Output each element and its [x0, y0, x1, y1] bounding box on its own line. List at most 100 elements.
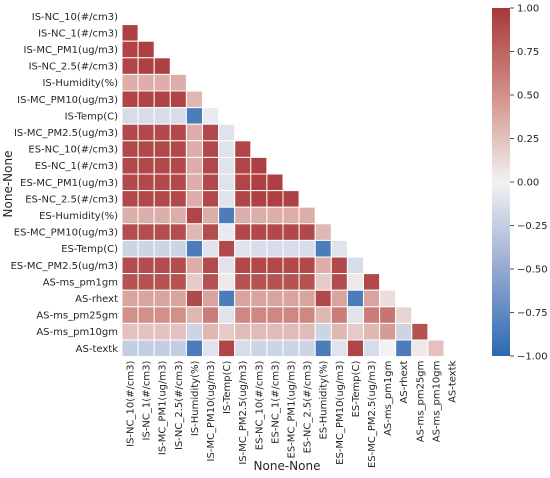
heatmap-cell — [282, 289, 300, 308]
heatmap-cell — [169, 239, 187, 258]
heatmap-cell — [185, 306, 203, 324]
heatmap-cell — [153, 73, 171, 92]
heatmap-cell — [121, 90, 139, 109]
heatmap-cell — [169, 339, 187, 358]
heatmap-cell — [266, 339, 284, 358]
heatmap-cell — [266, 239, 284, 258]
y-tick-label: ES-NC_1(#/cm3) — [35, 161, 118, 172]
heatmap-cell — [185, 107, 203, 125]
y-tick-label: IS-MC_PM1(ug/m3) — [24, 45, 119, 56]
heatmap-cell — [185, 322, 203, 341]
heatmap-cell — [121, 289, 139, 308]
heatmap-cell — [121, 223, 139, 241]
heatmap-cell — [121, 140, 139, 158]
heatmap-cell — [169, 273, 187, 291]
heatmap-cell — [250, 223, 268, 241]
heatmap-cell — [137, 173, 155, 192]
heatmap-cell — [218, 173, 236, 192]
heatmap-cell — [153, 223, 171, 241]
heatmap-cell — [153, 289, 171, 308]
heatmap-cell — [282, 339, 300, 358]
heatmap-cell — [218, 190, 236, 208]
heatmap-cell — [314, 289, 332, 308]
heatmap-cell — [234, 306, 252, 324]
heatmap-cell — [250, 306, 268, 324]
heatmap-cell — [330, 273, 348, 291]
heatmap-cell — [202, 239, 220, 258]
heatmap-cell — [185, 206, 203, 225]
heatmap-cell — [137, 90, 155, 109]
heatmap-cell — [153, 140, 171, 158]
y-tick-label: AS-ms_pm1gm — [43, 277, 118, 288]
y-tick-label: IS-Temp(C) — [65, 111, 119, 122]
x-tick-label: IS-MC_PM2.5(ug/m3) — [238, 361, 249, 465]
heatmap-cell — [169, 140, 187, 158]
heatmap-cell — [137, 140, 155, 158]
heatmap-cell — [137, 339, 155, 358]
heatmap-cell — [153, 90, 171, 109]
x-tick-label: IS-NC_1(#/cm3) — [142, 361, 153, 441]
heatmap-cell — [363, 273, 381, 291]
heatmap-cell — [202, 206, 220, 225]
heatmap-cell — [153, 123, 171, 142]
heatmap-cell — [250, 156, 268, 175]
heatmap-cell — [346, 322, 364, 341]
heatmap-cell — [137, 40, 155, 59]
heatmap-cell — [202, 140, 220, 158]
heatmap-cell — [169, 206, 187, 225]
heatmap-cell — [346, 273, 364, 291]
heatmap-cell — [218, 123, 236, 142]
heatmap-cell — [298, 306, 316, 324]
heatmap-cell — [346, 289, 364, 308]
heatmap-cell — [250, 173, 268, 192]
heatmap-cell — [250, 273, 268, 291]
x-tick-label: IS-MC_PM10(ug/m3) — [206, 361, 217, 462]
heatmap-cell — [185, 223, 203, 241]
heatmap-cell — [153, 239, 171, 258]
heatmap-cell — [185, 190, 203, 208]
heatmap-cell — [185, 90, 203, 109]
y-tick-label: IS-NC_10(#/cm3) — [32, 12, 118, 23]
colorbar-tick-label: −0.25 — [517, 221, 548, 232]
heatmap-cell — [250, 190, 268, 208]
heatmap-cell — [250, 239, 268, 258]
x-tick-label: IS-NC_2.5(#/cm3) — [174, 361, 185, 451]
heatmap-cell — [234, 322, 252, 341]
heatmap-cell — [202, 156, 220, 175]
heatmap-cell — [185, 256, 203, 275]
x-tick-label: ES-NC_2.5(#/cm3) — [303, 361, 314, 454]
heatmap-cell — [379, 289, 397, 308]
heatmap-cell — [218, 322, 236, 341]
heatmap-cell — [202, 223, 220, 241]
heatmap-cell — [121, 339, 139, 358]
heatmap-cell — [363, 339, 381, 358]
heatmap-cell — [121, 306, 139, 324]
y-tick-label: IS-NC_2.5(#/cm3) — [29, 62, 119, 73]
x-tick-label: ES-Humidity(%) — [319, 361, 330, 440]
x-tick-label: AS-rhext — [399, 361, 410, 404]
heatmap-cell — [330, 339, 348, 358]
x-tick-label: IS-NC_10(#/cm3) — [126, 361, 137, 447]
heatmap-cell — [153, 190, 171, 208]
heatmap-cell — [169, 306, 187, 324]
heatmap-cell — [363, 289, 381, 308]
heatmap-cell — [202, 256, 220, 275]
y-tick-label: ES-MC_PM2.5(ug/m3) — [11, 261, 119, 272]
y-tick-label: ES-Humidity(%) — [39, 211, 118, 222]
heatmap-cell — [266, 322, 284, 341]
heatmap-cell — [169, 73, 187, 92]
y-tick-labels: IS-NC_10(#/cm3) IS-NC_1(#/cm3) IS-MC_PM1(u… — [11, 12, 119, 355]
x-tick-label: IS-Temp(C) — [222, 361, 233, 415]
heatmap-cell — [169, 90, 187, 109]
heatmap-cell — [153, 273, 171, 291]
heatmap-cell — [202, 173, 220, 192]
colorbar-tick-label: 0.00 — [517, 178, 539, 189]
y-tick-label: AS-ms_pm10gm — [36, 327, 118, 338]
y-tick-label: IS-MC_PM2.5(ug/m3) — [14, 128, 118, 139]
heatmap-cell — [121, 123, 139, 142]
heatmap-cell — [314, 273, 332, 291]
heatmap-cell — [169, 223, 187, 241]
heatmap-cell — [314, 239, 332, 258]
x-axis-label: None-None — [254, 459, 321, 473]
